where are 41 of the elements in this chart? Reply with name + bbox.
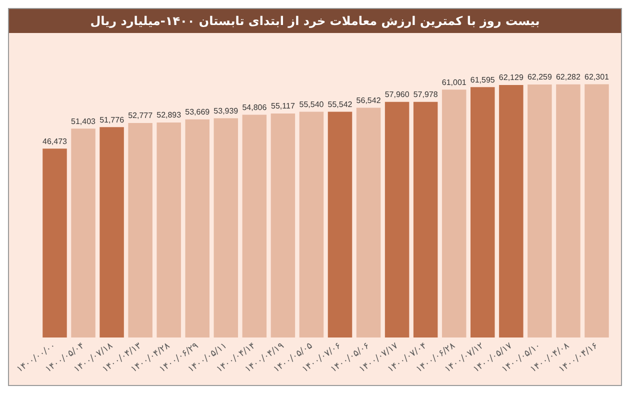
- bar: [156, 122, 181, 338]
- bar: [299, 112, 324, 338]
- bar: [413, 102, 438, 338]
- data-label: 52,893: [156, 110, 182, 120]
- bar: [214, 118, 238, 338]
- bar: [499, 84, 524, 338]
- data-label: 55,117: [271, 102, 296, 111]
- data-label: 62,129: [498, 73, 524, 82]
- data-label: 52,777: [128, 111, 154, 120]
- bar: [71, 128, 96, 338]
- bar: [556, 84, 580, 338]
- data-label: 61,595: [470, 75, 496, 84]
- data-label: 61,001: [442, 78, 467, 87]
- chart-title: بیست روز با کمترین ارزش معاملات خرد از ابتدای تابستان ۱۴۰۰-میلیارد ریال: [9, 9, 621, 33]
- data-label: 62,301: [584, 72, 610, 82]
- data-label: 53,669: [185, 108, 210, 117]
- bar: [584, 84, 609, 338]
- bar: [42, 148, 67, 338]
- data-label: 56,542: [356, 96, 382, 105]
- bar: [384, 102, 410, 338]
- data-label: 57,960: [384, 90, 410, 100]
- bar: [128, 123, 152, 338]
- data-label: 57,978: [413, 90, 438, 100]
- bar: [242, 114, 267, 338]
- data-label: 55,542: [328, 100, 353, 109]
- data-label: 53,939: [214, 106, 239, 116]
- bar: [270, 113, 296, 338]
- bar: [185, 119, 210, 338]
- data-label: 51,403: [71, 116, 96, 126]
- bar: [442, 90, 466, 338]
- data-label: 62,282: [556, 72, 581, 82]
- bar: [528, 84, 552, 338]
- data-label: 62,259: [527, 72, 552, 82]
- data-label: 54,806: [242, 102, 268, 112]
- data-label: 46,473: [42, 136, 68, 146]
- bar: [100, 127, 124, 338]
- bar: [328, 112, 352, 338]
- data-label: 51,776: [100, 115, 125, 124]
- bar: [356, 108, 381, 338]
- bar: [470, 87, 495, 338]
- data-label: 55,540: [299, 100, 324, 109]
